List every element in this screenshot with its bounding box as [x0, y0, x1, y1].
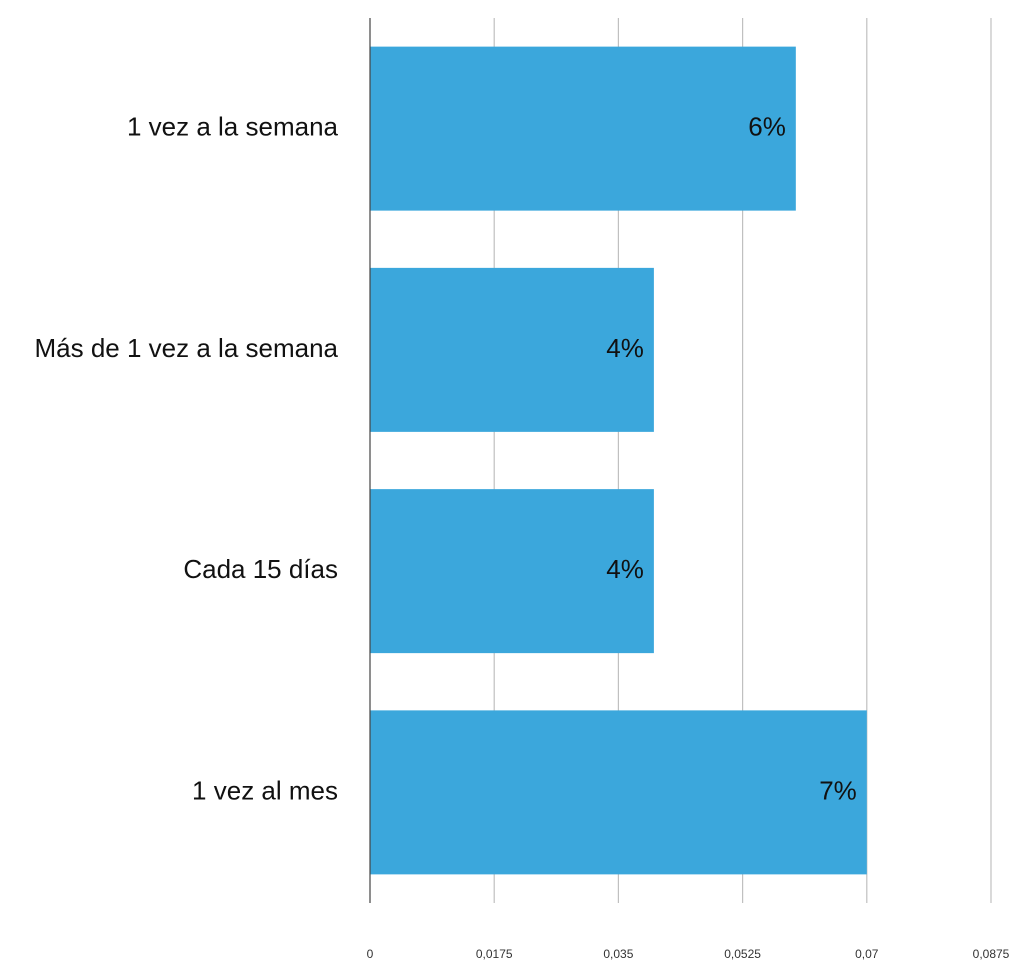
bar [370, 489, 654, 654]
bar [370, 267, 654, 432]
x-tick-label: 0,0525 [724, 947, 761, 961]
x-tick-label: 0,0875 [973, 947, 1010, 961]
category-label: 1 vez a la semana [127, 112, 339, 142]
bar [370, 710, 867, 875]
category-label: Más de 1 vez a la semana [35, 333, 339, 363]
value-label: 4% [606, 333, 644, 363]
x-tick-label: 0,07 [855, 947, 879, 961]
value-label: 6% [748, 112, 786, 142]
x-tick-label: 0 [367, 947, 374, 961]
x-tick-label: 0,035 [603, 947, 633, 961]
x-tick-label: 0,0175 [476, 947, 513, 961]
value-label: 7% [819, 775, 857, 805]
category-label: Cada 15 días [183, 554, 338, 584]
value-label: 4% [606, 554, 644, 584]
bar [370, 46, 796, 211]
category-label: 1 vez al mes [192, 775, 338, 805]
